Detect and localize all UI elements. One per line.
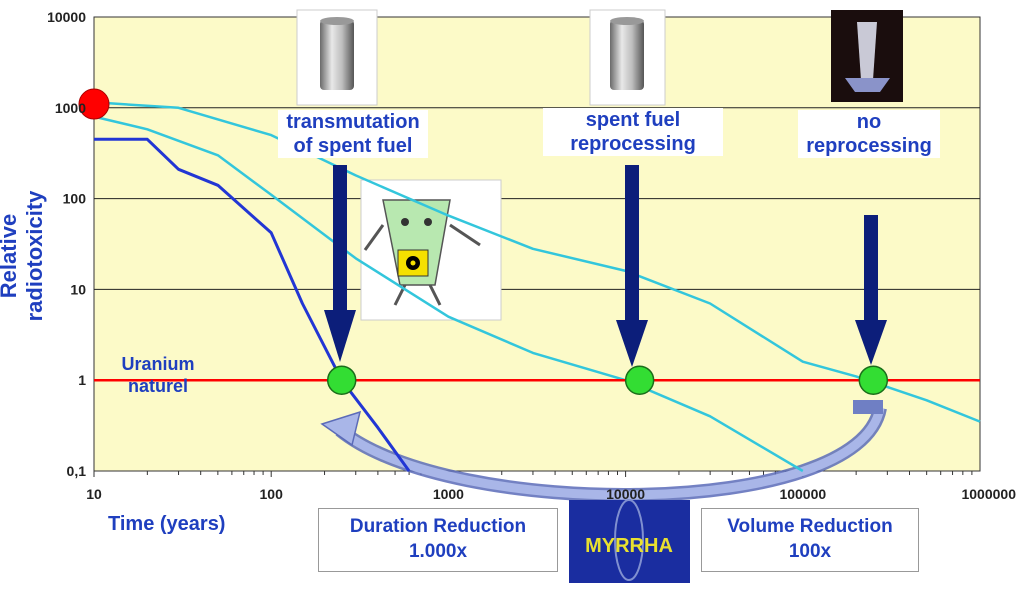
- start-marker: [78, 88, 110, 120]
- annotation-spent-fuel-line2: reprocessing: [570, 133, 696, 155]
- annotation-transmutation-line1: transmutation: [286, 111, 420, 133]
- mascot-image: [360, 179, 502, 321]
- green-marker-1: [326, 365, 357, 395]
- x-tick-label: 10000: [606, 486, 645, 502]
- volume-reduction-line1: Volume Reduction: [727, 516, 893, 537]
- y-tick-label: 100: [63, 191, 87, 207]
- x-tick-label: 100000: [779, 486, 826, 502]
- annotation-spent-fuel-line1: spent fuel: [585, 109, 681, 131]
- duration-reduction-line1: Duration Reduction: [349, 516, 527, 537]
- annotation-spent-fuel: spent fuel reprocessing: [543, 108, 723, 156]
- canister-image-1: [296, 9, 378, 106]
- annotation-no-reprocessing-line1: no: [856, 111, 882, 133]
- y-axis-title: Relative radiotoxicity: [0, 190, 47, 322]
- duration-reduction-box: Duration Reduction 1.000x: [318, 508, 558, 572]
- waste-image: [831, 10, 903, 102]
- annotation-transmutation: transmutation of spent fuel: [278, 110, 428, 158]
- series-line-2: [93, 115, 804, 473]
- annotation-transmutation-line2: of spent fuel: [293, 135, 413, 157]
- x-tick-label: 10: [86, 486, 102, 502]
- green-marker-3: [858, 365, 889, 395]
- annotation-no-reprocessing: no reprocessing: [798, 110, 940, 158]
- x-axis-title: Time (years): [108, 513, 226, 535]
- y-tick-label: 0,1: [67, 463, 87, 479]
- x-tick-label: 1000: [433, 486, 464, 502]
- x-tick-labels: 10 100 1000 10000 100000 1000000: [86, 486, 1016, 502]
- green-marker-2: [624, 365, 655, 395]
- volume-reduction-line2: 100x: [788, 540, 832, 562]
- uranium-label-line1: Uranium: [121, 354, 195, 374]
- volume-reduction-box: Volume Reduction 100x: [701, 508, 919, 572]
- canister-image-2: [589, 9, 666, 106]
- y-tick-labels: 10000 1000 100 10 1 0,1: [47, 9, 86, 479]
- series-line-1: [94, 137, 411, 472]
- duration-reduction-line2: 1.000x: [408, 540, 468, 562]
- myrrha-logo: MYRRHA: [569, 499, 690, 583]
- marker-layer: [78, 88, 889, 395]
- y-tick-label: 10: [70, 281, 86, 297]
- x-tick-marks: [93, 471, 973, 477]
- uranium-label-line2: naturel: [127, 375, 188, 396]
- uranium-label: Uranium naturel: [100, 354, 216, 397]
- y-tick-label: 1000: [55, 100, 86, 116]
- down-arrows: [324, 165, 887, 367]
- y-tick-label: 10000: [47, 9, 86, 25]
- annotation-no-reprocessing-line2: reprocessing: [806, 135, 932, 157]
- x-tick-label: 100: [260, 486, 284, 502]
- x-tick-label: 1000000: [961, 486, 1016, 502]
- logo-text: MYRRHA: [585, 535, 673, 557]
- y-tick-label: 1: [78, 372, 86, 388]
